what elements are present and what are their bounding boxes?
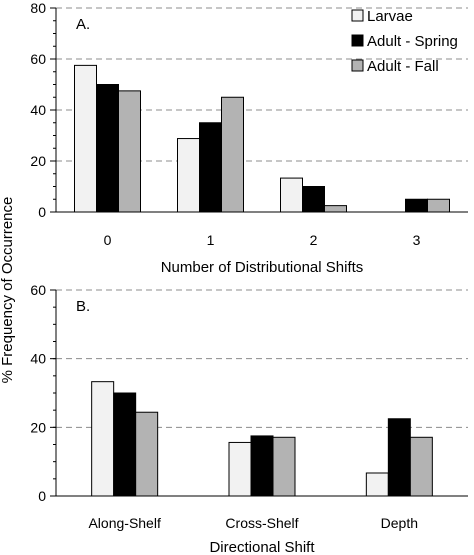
y-tick-label: 80 — [30, 0, 46, 16]
bar — [199, 122, 222, 213]
legend-swatch — [351, 9, 364, 22]
bar — [409, 436, 433, 497]
panel-a: 0 20 40 60 80 0 1 2 3 A. Number of Distributional … — [30, 0, 468, 276]
legend-entry: Adult - Spring — [367, 33, 458, 50]
y-tick-label: 20 — [30, 419, 46, 435]
legend-entry: Adult - Fall — [367, 58, 439, 75]
x-category-label: Depth — [381, 515, 418, 531]
bar — [177, 138, 200, 213]
bar — [135, 411, 159, 497]
x-axis-label: Directional Shift — [209, 539, 315, 555]
y-tick-label: 40 — [30, 102, 46, 118]
y-tick-label: 40 — [30, 351, 46, 367]
y-tick-label: 60 — [30, 282, 46, 298]
y-tick-label: 20 — [30, 153, 46, 169]
x-axis-label: Number of Distributional Shifts — [161, 259, 364, 276]
bar — [74, 64, 97, 213]
bar — [91, 381, 115, 497]
bar — [96, 84, 119, 213]
y-axis-label: % Frequency of Occurrence — [0, 197, 16, 384]
y-tick-label: 0 — [38, 488, 46, 504]
panel-label: B. — [76, 298, 90, 315]
bar — [118, 90, 141, 213]
bar — [365, 472, 389, 497]
x-category-label: Along-Shelf — [88, 515, 160, 531]
legend-entry: Larvae — [367, 8, 413, 25]
legend-swatch — [351, 59, 364, 72]
x-category-label: 2 — [310, 232, 318, 248]
panel-b: 0 20 40 60 Along-Shelf Cross-Shelf Depth B. Dire… — [30, 282, 468, 555]
bar — [427, 198, 450, 213]
x-category-label: 1 — [207, 232, 215, 248]
bar — [387, 418, 411, 497]
bar — [113, 392, 137, 497]
x-category-label: 0 — [104, 232, 112, 248]
x-category-label: Cross-Shelf — [225, 515, 298, 531]
bar — [324, 205, 347, 213]
bar — [302, 186, 325, 213]
bar — [272, 436, 296, 497]
bar — [228, 441, 252, 497]
panel-label: A. — [76, 16, 90, 33]
x-category-label: 3 — [413, 232, 421, 248]
bar — [250, 435, 274, 497]
y-tick-label: 0 — [38, 204, 46, 220]
y-tick-label: 60 — [30, 51, 46, 67]
bar — [221, 96, 244, 213]
legend-swatch — [351, 34, 364, 47]
bar — [280, 177, 303, 213]
bar — [405, 198, 428, 213]
